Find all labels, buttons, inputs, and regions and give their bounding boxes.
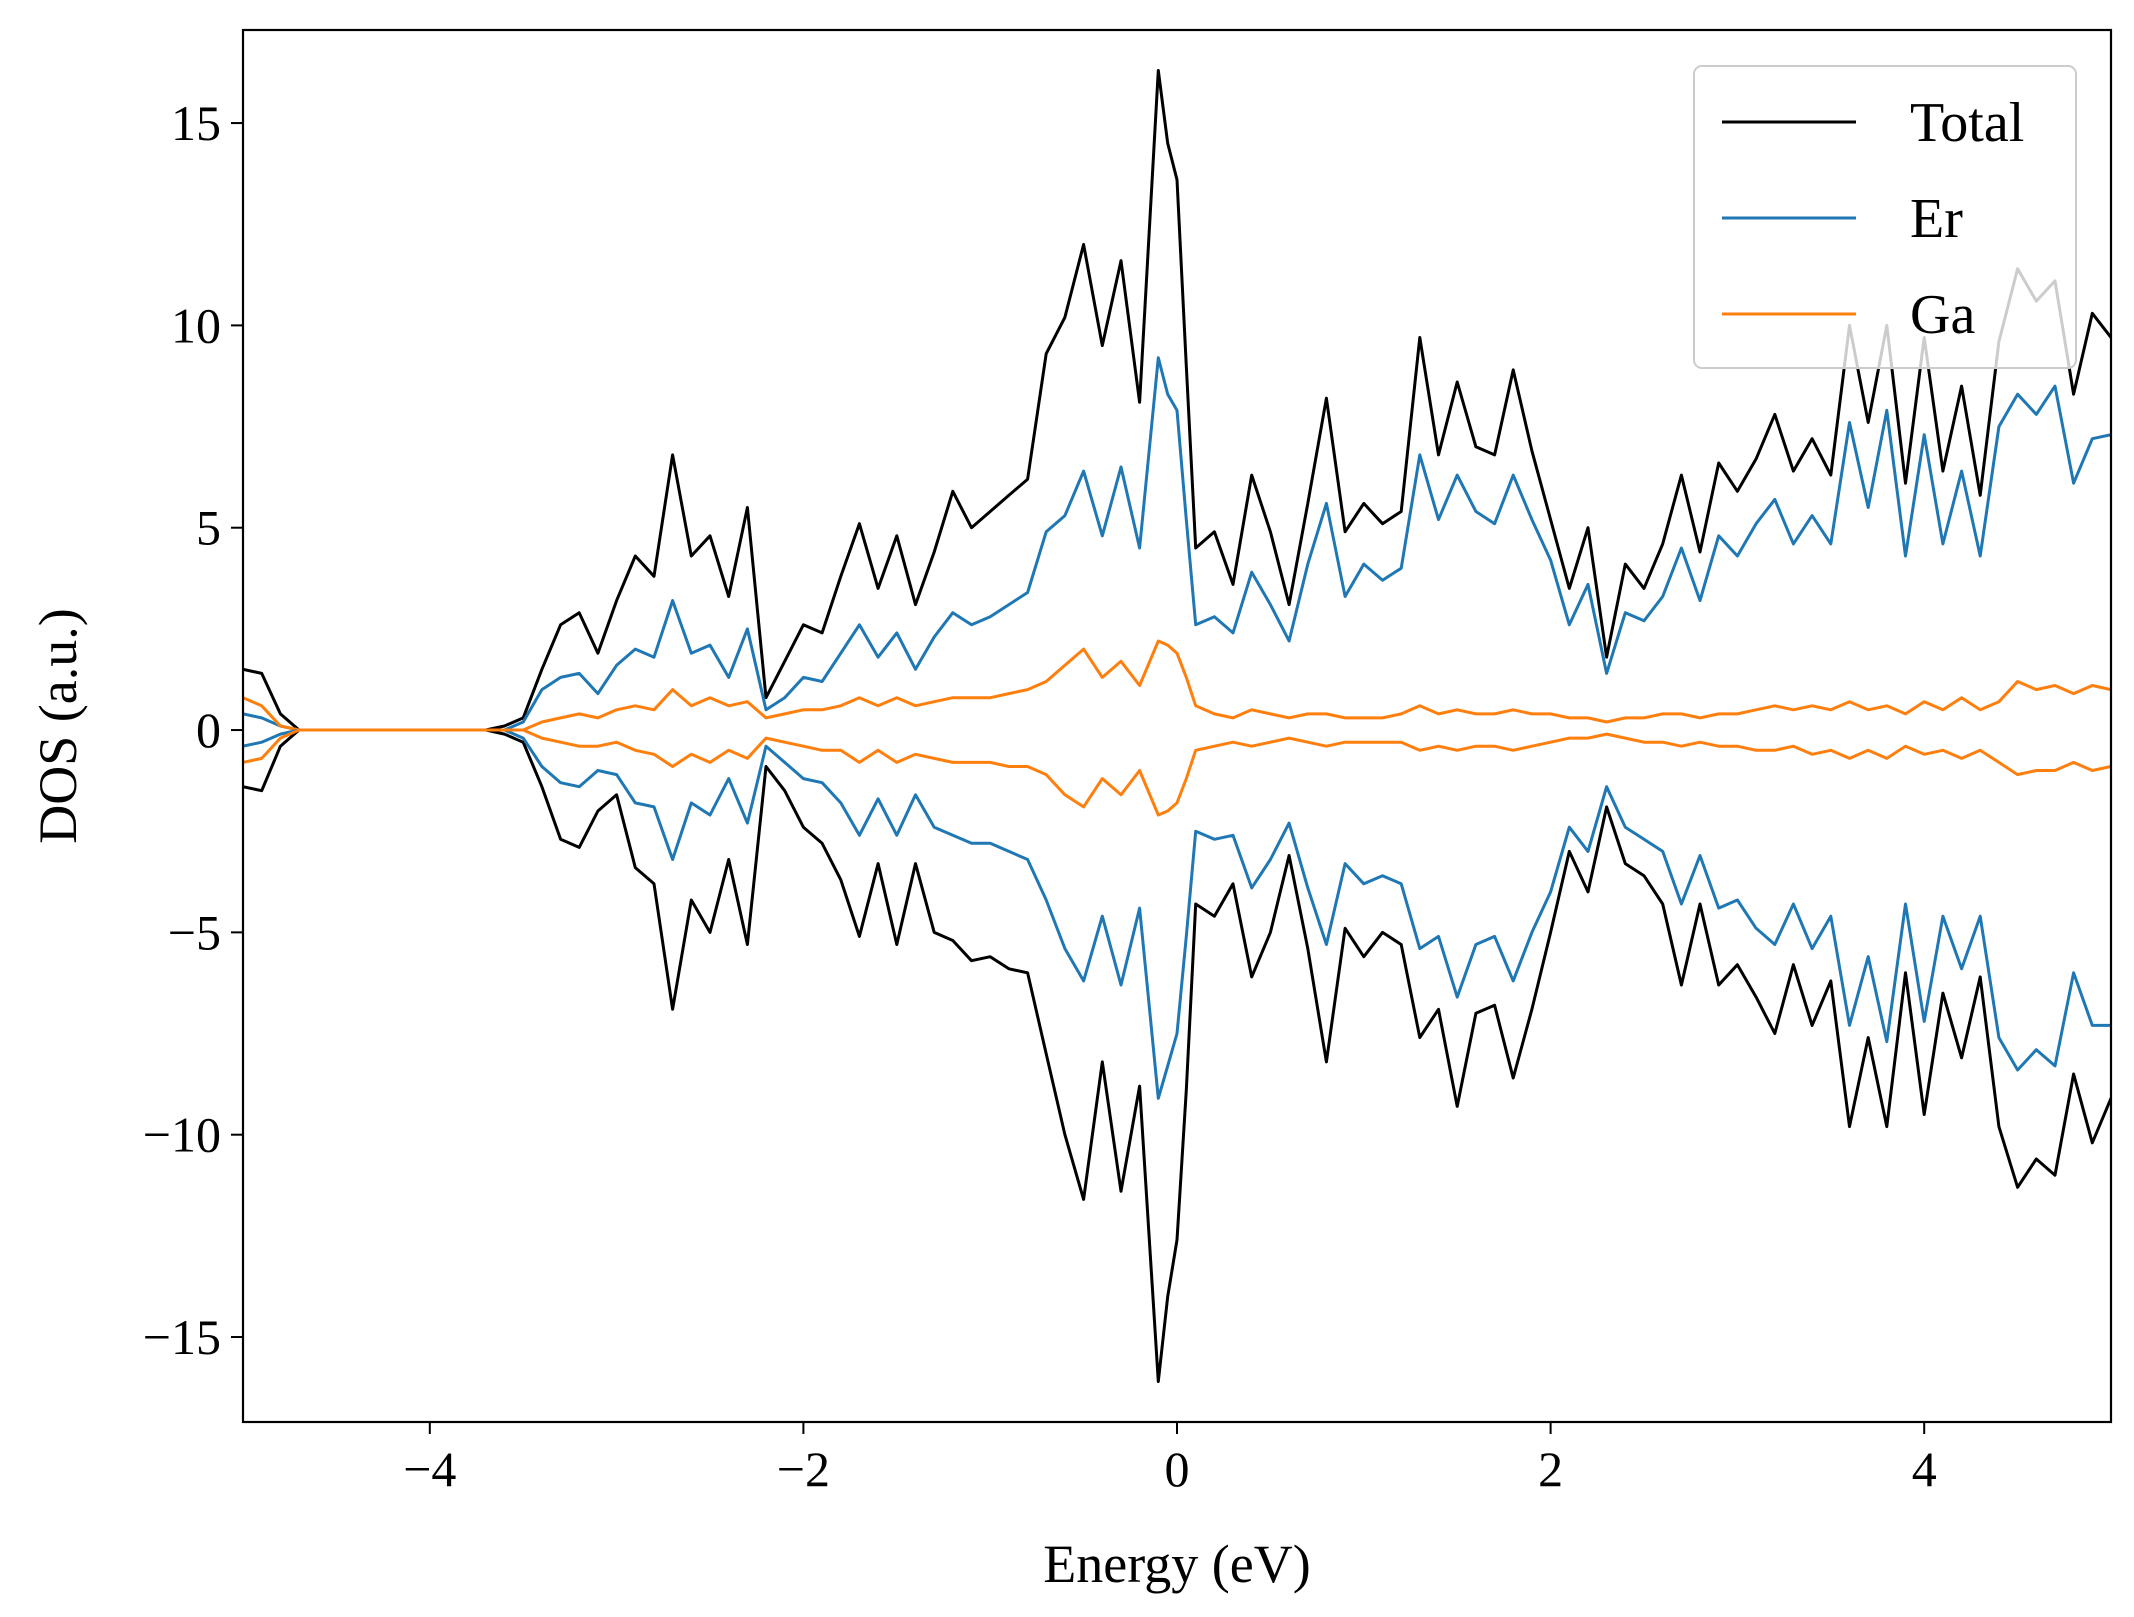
series-layer bbox=[243, 69, 2111, 1383]
legend-entries: Total Er Ga bbox=[1722, 92, 2024, 346]
y-tick-label-5: 10 bbox=[171, 297, 221, 353]
legend-label-total: Total bbox=[1910, 92, 2024, 154]
x-tick-label-4: 4 bbox=[1912, 1441, 1937, 1497]
series-line-total-0 bbox=[243, 69, 2111, 732]
x-axis-label: Energy (eV) bbox=[1043, 1534, 1310, 1594]
y-tick-label-6: 15 bbox=[171, 95, 221, 151]
y-tick-label-0: −15 bbox=[143, 1309, 221, 1365]
legend-label-er: Er bbox=[1910, 188, 1963, 250]
series-line-mirror-5-5 bbox=[243, 728, 2111, 817]
series-line-mirror-4-4 bbox=[243, 728, 2111, 1100]
series-line-er-1 bbox=[243, 356, 2111, 732]
y-tick-label-2: −5 bbox=[168, 904, 221, 960]
legend-box bbox=[1693, 65, 2077, 369]
legend-label-ga: Ga bbox=[1910, 284, 1975, 346]
y-tick-label-1: −10 bbox=[143, 1107, 221, 1163]
y-tick-label-3: 0 bbox=[196, 702, 221, 758]
x-tick-label-1: −2 bbox=[777, 1441, 830, 1497]
y-axis-label: DOS (a.u.) bbox=[28, 608, 88, 843]
series-line-mirror-3-3 bbox=[243, 728, 2111, 1383]
x-tick-label-0: −4 bbox=[403, 1441, 456, 1497]
x-tick-label-2: 0 bbox=[1165, 1441, 1190, 1497]
series-line-ga-2 bbox=[243, 639, 2111, 732]
legend: Total Er Ga bbox=[1693, 65, 2077, 369]
ticks-layer: −4 −2 0 2 4 −15 −10 −5 0 5 10 15 bbox=[143, 95, 1937, 1497]
x-tick-label-3: 2 bbox=[1538, 1441, 1563, 1497]
y-tick-label-4: 5 bbox=[196, 500, 221, 556]
